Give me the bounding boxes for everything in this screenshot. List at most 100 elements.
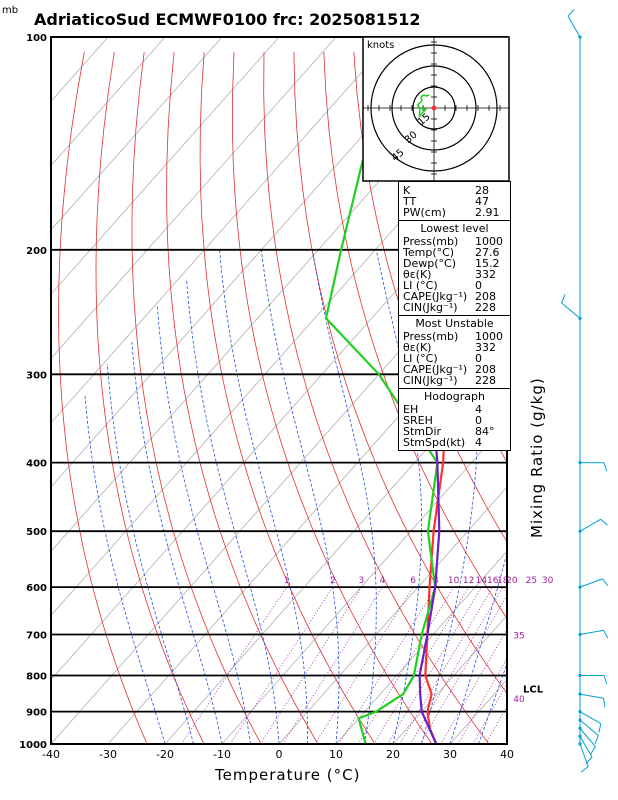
lowest-level-label: LI (°C)	[403, 279, 438, 292]
mixing-ratio-line	[282, 586, 383, 744]
mixing-ratio-label: 16	[487, 576, 499, 586]
lowest-level-title: Lowest level	[420, 222, 489, 235]
index-label: PW(cm)	[403, 206, 446, 219]
most-unstable-row: CIN(Jkg⁻¹) 228	[399, 375, 510, 386]
moist-adiabat	[478, 662, 507, 744]
most-unstable-label: LI (°C)	[403, 352, 438, 365]
moist-adiabat	[156, 305, 251, 744]
dry-adiabat	[231, 51, 433, 744]
index-value: 28	[475, 184, 489, 197]
x-tick-label: -20	[156, 748, 174, 761]
isotherm	[278, 486, 507, 744]
most-unstable-label: θε(K)	[403, 341, 432, 354]
wind-barb-dot	[578, 632, 582, 637]
mixing-ratio-label: 6	[410, 576, 416, 586]
mixing-ratio-label: 40	[513, 695, 525, 705]
mixing-ratio-line	[409, 586, 504, 744]
index-value: 47	[475, 195, 489, 208]
pressure-tick-label: 200	[26, 246, 47, 257]
lowest-level-row: LI (°C) 0	[399, 280, 510, 291]
lowest-level-row: Temp(°C) 27.6	[399, 247, 510, 258]
indices-panel: K 28 TT 47 PW(cm) 2.91 Lowest level Press(mb) 1…	[398, 181, 511, 451]
lowest-level-label: Press(mb)	[403, 235, 459, 248]
pressure-tick-label: 600	[26, 583, 47, 594]
hodograph-row: EH 4	[399, 404, 510, 415]
isotherm	[221, 422, 507, 744]
hodograph-label: EH	[403, 403, 419, 416]
hodograph-row: StmDir 84°	[399, 426, 510, 437]
mixing-ratio-line	[314, 586, 414, 744]
isotherm	[392, 614, 507, 744]
mixing-ratio-label: 20	[506, 576, 518, 586]
index-row: TT 47	[399, 196, 510, 207]
lowest-level-label: CAPE(Jkg⁻¹)	[403, 290, 468, 303]
wind-barb	[578, 518, 608, 533]
dry-adiabat	[166, 51, 319, 744]
wind-barb	[578, 673, 608, 685]
wind-barb-flag	[603, 462, 608, 472]
wind-barb-flag	[580, 766, 589, 773]
hodograph-value: 4	[475, 436, 482, 449]
moist-adiabat	[506, 742, 507, 744]
hodograph-trace	[416, 94, 430, 119]
dry-adiabat	[58, 51, 148, 744]
hodograph-value: 4	[475, 403, 482, 416]
moist-adiabat	[219, 249, 308, 744]
pressure-tick-label: 900	[26, 708, 47, 719]
chart-title: AdriaticoSud ECMWF0100 frc: 2025081512	[34, 10, 421, 29]
x-tick-label: 0	[276, 748, 283, 761]
isotherm	[51, 165, 507, 681]
hodograph-ring	[391, 65, 477, 151]
dry-adiabat	[563, 52, 618, 759]
isotherm	[51, 229, 507, 744]
x-tick-label: -40	[42, 748, 60, 761]
moist-adiabat	[449, 551, 507, 744]
lowest-level-row: CAPE(Jkg⁻¹) 208	[399, 291, 510, 302]
mixing-ratio-line	[357, 586, 454, 744]
isotherm	[51, 37, 280, 295]
wind-barb-staff	[579, 578, 603, 588]
hodograph-label: SREH	[403, 414, 433, 427]
lowest-level-value: 27.6	[475, 246, 500, 259]
wind-barb	[578, 461, 608, 472]
most-unstable-label: CIN(Jkg⁻¹)	[403, 374, 458, 387]
wind-barb-staff	[567, 15, 581, 38]
moist-adiabat	[84, 394, 166, 744]
x-axis-label: Temperature (°C)	[215, 766, 361, 784]
most-unstable-row: θε(K) 332	[399, 342, 510, 353]
mixing-ratio-label: 3	[359, 576, 365, 586]
mixing-ratio-axis-label: Mixing Ratio (g/kg)	[528, 377, 546, 538]
lowest-level-value: 332	[475, 268, 496, 281]
dry-adiabat	[593, 52, 618, 759]
isotherm	[51, 37, 451, 488]
index-row: K 28	[399, 185, 510, 196]
x-tick-label: -10	[213, 748, 231, 761]
lowest-level-row: CIN(Jkg⁻¹) 228	[399, 302, 510, 313]
pressure-tick-label: 300	[26, 370, 47, 381]
pressure-tick-label: 400	[26, 459, 47, 470]
most-unstable-value: 332	[475, 341, 496, 354]
pressure-tick-label: 1000	[19, 740, 47, 751]
wind-barb	[578, 710, 602, 733]
most-unstable-row: Press(mb) 1000	[399, 331, 510, 342]
wind-barb-flag	[603, 630, 609, 639]
x-tick-label: -30	[99, 748, 117, 761]
wind-barb-dot	[578, 585, 582, 589]
wind-barb-staff	[561, 302, 581, 319]
hodograph-unit-label: knots	[367, 40, 394, 51]
mixing-ratio-line	[229, 586, 334, 744]
mixing-ratio-label: 14	[476, 576, 488, 586]
wind-barb	[567, 9, 582, 39]
wind-barb	[578, 718, 599, 744]
x-tick-label: 30	[443, 748, 457, 761]
mixing-ratio-label: 2	[330, 576, 336, 586]
wind-barb-staff	[579, 735, 593, 758]
most-unstable-label: Press(mb)	[403, 330, 459, 343]
pressure-tick-label: 100	[26, 33, 47, 44]
mixing-ratio-label: 35	[513, 632, 524, 642]
wind-barb-flag	[602, 578, 609, 587]
wind-barb-dot	[578, 316, 582, 320]
mixing-ratio-label: 12	[463, 576, 474, 586]
hodograph-label: StmDir	[403, 425, 442, 438]
